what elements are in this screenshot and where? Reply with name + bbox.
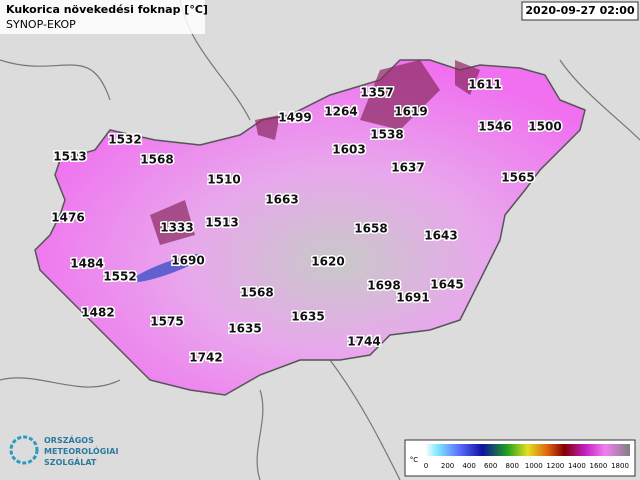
legend-tick: 200 [441, 462, 454, 470]
station-value: 1333 [160, 221, 193, 235]
legend-tick: 1200 [546, 462, 564, 470]
station-value: 1538 [370, 128, 403, 142]
logo-icon [9, 435, 39, 465]
logo-line: ORSZÁGOS [44, 434, 94, 445]
station-value: 1357 [360, 86, 393, 100]
station-value: 1744 [347, 335, 380, 349]
station-value: 1742 [189, 351, 222, 365]
lake [132, 253, 204, 283]
legend-tick: 600 [484, 462, 497, 470]
header-box [0, 0, 205, 34]
station-value: 1482 [81, 306, 114, 320]
datetime-box [521, 1, 639, 21]
station-value: 1643 [424, 229, 457, 243]
station-value: 1698 [367, 279, 400, 293]
station-value: 1264 [324, 105, 357, 119]
station-value: 1575 [150, 315, 183, 329]
station-value: 1620 [311, 255, 344, 269]
station-value: 1513 [53, 150, 86, 164]
station-value: 1484 [70, 257, 103, 271]
station-value: 1568 [240, 286, 273, 300]
legend-tick: 0 [424, 462, 428, 470]
logo-line: SZOLGÁLAT [44, 456, 97, 467]
station-value: 1532 [108, 133, 141, 147]
station-value: 1691 [396, 291, 429, 305]
station-value: 1611 [468, 78, 501, 92]
station-value: 1635 [228, 322, 261, 336]
legend-bar [425, 444, 630, 456]
legend-tick: 1800 [611, 462, 629, 470]
station-value: 1552 [103, 270, 136, 284]
station-value: 1510 [207, 173, 240, 187]
station-value: 1645 [430, 278, 463, 292]
legend-unit: °C [410, 456, 419, 464]
station-value: 1568 [140, 153, 173, 167]
logo-line: METEOROLÓGIAI [44, 445, 118, 456]
legend-tick: 400 [462, 462, 475, 470]
station-value: 1658 [354, 222, 387, 236]
source: SYNOP-EKOP [6, 18, 76, 31]
legend-tick: 1000 [525, 462, 543, 470]
station-value: 1476 [51, 211, 84, 225]
station-value: 1690 [171, 254, 204, 268]
station-value: 1619 [394, 105, 427, 119]
datetime: 2020-09-27 02:00 [525, 4, 635, 17]
station-value: 1663 [265, 193, 298, 207]
legend-tick: 800 [506, 462, 519, 470]
station-value: 1499 [278, 111, 311, 125]
station-value: 1500 [528, 120, 561, 134]
station-value: 1546 [478, 120, 511, 134]
country [34, 59, 586, 396]
highlands [150, 60, 480, 245]
station-value: 1603 [332, 143, 365, 157]
legend-tick: 1600 [590, 462, 608, 470]
station-value: 1513 [205, 216, 238, 230]
station-value: 1635 [291, 310, 324, 324]
station-value: 1637 [391, 161, 424, 175]
legend-tick: 1400 [568, 462, 586, 470]
title: Kukorica növekedési foknap [°C] [6, 3, 208, 16]
station-value: 1565 [501, 171, 534, 185]
logo: ORSZÁGOS METEOROLÓGIAI SZOLGÁLAT [9, 434, 118, 467]
